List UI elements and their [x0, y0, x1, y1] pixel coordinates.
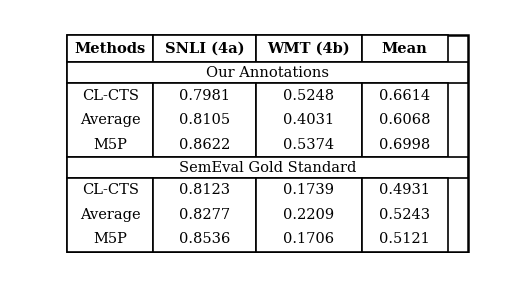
Text: M5P: M5P: [93, 232, 127, 247]
Text: 0.8105: 0.8105: [179, 113, 230, 127]
Text: 0.8277: 0.8277: [179, 208, 230, 222]
Text: 0.6614: 0.6614: [379, 89, 430, 103]
Text: 0.4031: 0.4031: [283, 113, 334, 127]
Text: 0.5374: 0.5374: [283, 138, 334, 152]
Text: 0.6068: 0.6068: [379, 113, 431, 127]
Bar: [67, 157, 468, 178]
Text: 0.1706: 0.1706: [283, 232, 334, 247]
Text: 0.4931: 0.4931: [379, 183, 430, 197]
Text: Average: Average: [80, 113, 140, 127]
Bar: [67, 62, 468, 83]
Bar: [362, 83, 448, 157]
Bar: [362, 178, 448, 252]
Text: 0.1739: 0.1739: [283, 183, 334, 197]
Text: 0.5243: 0.5243: [379, 208, 430, 222]
Text: 0.7981: 0.7981: [179, 89, 230, 103]
Text: Methods: Methods: [75, 42, 146, 56]
Text: Our Annotations: Our Annotations: [206, 66, 329, 80]
Text: 0.8123: 0.8123: [179, 183, 230, 197]
Bar: [255, 35, 362, 62]
Text: M5P: M5P: [93, 138, 127, 152]
Text: SNLI (4a): SNLI (4a): [165, 42, 244, 56]
Text: 0.5248: 0.5248: [283, 89, 334, 103]
Bar: [255, 178, 362, 252]
Bar: [67, 83, 153, 157]
Text: Mean: Mean: [382, 42, 428, 56]
Text: 0.8622: 0.8622: [179, 138, 230, 152]
Bar: [153, 35, 255, 62]
Text: 0.5121: 0.5121: [379, 232, 430, 247]
Bar: [67, 35, 153, 62]
Text: Average: Average: [80, 208, 140, 222]
Bar: [153, 83, 255, 157]
Bar: [362, 35, 448, 62]
Bar: [255, 83, 362, 157]
Text: CL-CTS: CL-CTS: [82, 89, 139, 103]
Text: 0.6998: 0.6998: [379, 138, 430, 152]
Text: 0.8536: 0.8536: [179, 232, 230, 247]
Text: CL-CTS: CL-CTS: [82, 183, 139, 197]
Text: SemEval Gold Standard: SemEval Gold Standard: [179, 160, 356, 175]
Text: WMT (4b): WMT (4b): [267, 42, 350, 56]
Bar: [153, 178, 255, 252]
Bar: [67, 178, 153, 252]
Text: 0.2209: 0.2209: [283, 208, 334, 222]
